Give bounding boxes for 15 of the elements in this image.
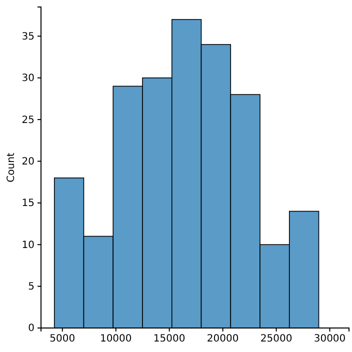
x-tick-label: 15000: [153, 334, 186, 345]
y-tick-label: 0: [28, 323, 34, 334]
y-tick-label: 25: [22, 114, 34, 126]
x-tick-label: 10000: [100, 334, 132, 345]
y-tick-label: 15: [22, 198, 34, 210]
y-axis-title: Count: [6, 152, 17, 182]
x-tick-label: 25000: [260, 334, 292, 345]
x-tick-label: 20000: [206, 334, 239, 345]
y-tick-label: 20: [22, 156, 34, 168]
y-tick-label: 35: [22, 31, 34, 42]
y-tick-label: 30: [22, 73, 34, 84]
y-tick-label: 10: [22, 240, 34, 251]
x-tick-label: 5000: [50, 334, 76, 345]
y-tick-label: 5: [28, 282, 34, 293]
x-tick-label: 30000: [314, 334, 346, 345]
